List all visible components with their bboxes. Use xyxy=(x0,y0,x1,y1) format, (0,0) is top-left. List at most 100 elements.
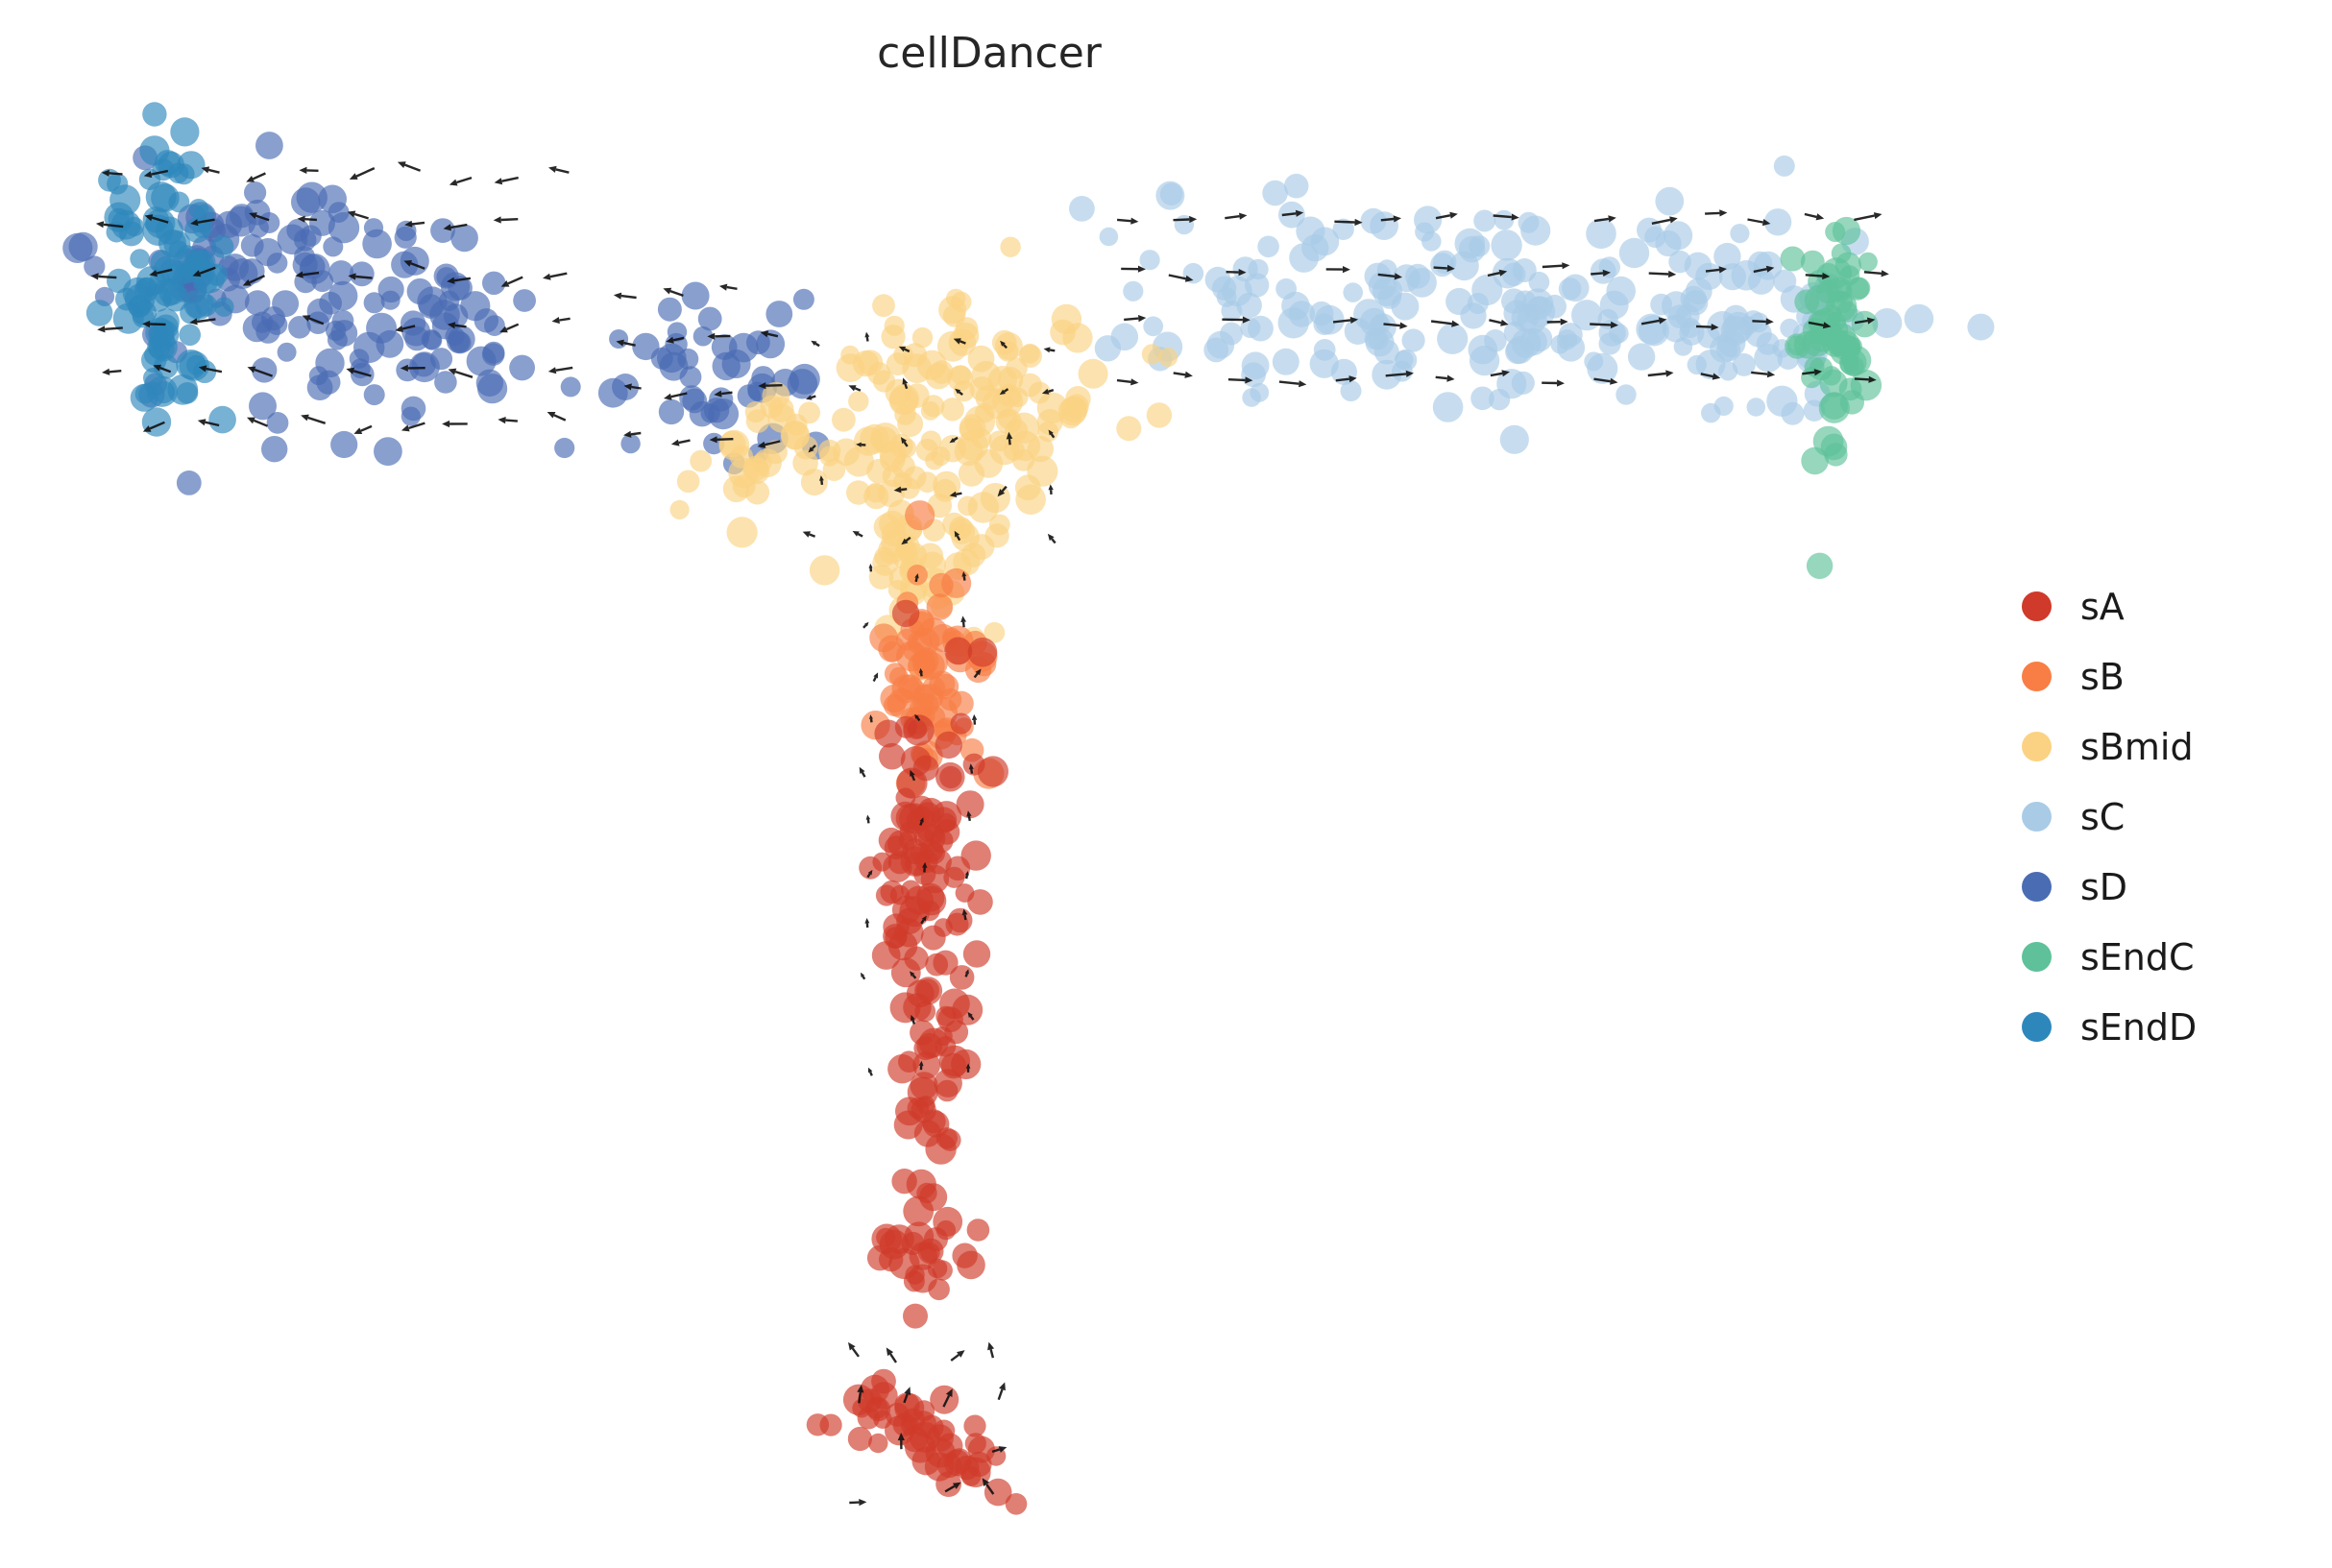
cell-point-sA xyxy=(859,856,883,880)
cell-point-sC xyxy=(1512,258,1537,282)
cell-point-sC xyxy=(1606,276,1636,306)
cell-point-sA xyxy=(868,1433,888,1454)
cell-point-sEndC xyxy=(1845,277,1870,301)
cell-point-sA xyxy=(907,719,928,739)
legend-label: sC xyxy=(2080,795,2126,838)
cell-point-sA xyxy=(911,1411,936,1437)
legend-swatch-sA xyxy=(2022,591,2052,621)
cell-point-sA xyxy=(898,1050,920,1073)
velocity-arrow xyxy=(400,364,425,372)
cell-point-sC xyxy=(1272,348,1300,375)
cell-point-sA xyxy=(951,1049,982,1079)
velocity-arrow xyxy=(949,436,959,444)
cell-point-sC xyxy=(1344,318,1372,345)
cell-point-sD xyxy=(244,290,271,316)
cell-point-sC xyxy=(1746,398,1766,417)
velocity-arrow xyxy=(1168,274,1194,282)
cell-point-sBmid xyxy=(866,458,891,484)
cell-point-sD xyxy=(277,342,297,362)
velocity-arrow xyxy=(886,1347,897,1363)
legend-label: sA xyxy=(2080,585,2125,628)
cell-point-sD xyxy=(306,374,333,400)
cell-point-sD xyxy=(327,329,348,350)
cell-point-sEndC xyxy=(1826,277,1853,303)
velocity-arrow xyxy=(707,332,731,340)
cell-point-sBmid xyxy=(726,517,758,548)
cell-point-sD xyxy=(430,218,455,244)
cell-point-sC xyxy=(1644,226,1666,249)
legend-item-sBmid: sBmid xyxy=(2022,712,2197,782)
velocity-arrow xyxy=(448,368,474,378)
cell-point-sC xyxy=(1332,218,1354,240)
velocity-arrow xyxy=(1173,215,1198,224)
velocity-arrow xyxy=(859,766,866,778)
cell-point-sBmid xyxy=(1060,396,1088,423)
velocity-arrow xyxy=(1380,215,1401,223)
velocity-arrow xyxy=(403,260,425,270)
cell-point-sC xyxy=(1571,300,1603,331)
velocity-arrow xyxy=(1546,318,1568,326)
cell-point-sBmid xyxy=(1020,343,1040,364)
cell-point-sA xyxy=(967,889,993,915)
cell-point-sEndC xyxy=(1824,443,1848,467)
cell-point-sBmid xyxy=(949,516,973,540)
velocity-arrow xyxy=(247,417,268,427)
velocity-arrows-layer xyxy=(90,161,1889,1507)
cell-point-sA xyxy=(876,1227,896,1247)
velocity-arrow xyxy=(987,1341,995,1359)
velocity-arrow xyxy=(910,971,917,979)
velocity-arrow xyxy=(1435,374,1455,382)
cell-point-sA xyxy=(944,637,973,665)
cell-point-sD xyxy=(657,343,687,374)
velocity-arrow xyxy=(395,325,416,332)
cell-point-sD xyxy=(374,437,402,466)
cell-point-sA xyxy=(906,979,935,1008)
velocity-arrow xyxy=(1751,371,1776,378)
cell-point-sEndC xyxy=(1851,310,1879,338)
cell-point-sEndD xyxy=(85,300,113,326)
velocity-arrow xyxy=(102,368,122,375)
cell-point-sD xyxy=(323,236,344,257)
cell-point-sBmid xyxy=(984,523,1009,548)
cell-point-sBmid xyxy=(1036,392,1069,423)
velocity-arrow xyxy=(910,769,916,782)
cell-point-sC xyxy=(1763,208,1792,236)
cell-point-sD xyxy=(258,212,280,233)
cell-point-sC xyxy=(1720,315,1751,346)
velocity-arrow xyxy=(1542,262,1570,270)
cell-point-sD xyxy=(255,132,283,159)
cell-point-sA xyxy=(966,1218,990,1242)
velocity-arrow xyxy=(90,273,117,280)
cell-point-sBmid xyxy=(1051,303,1082,335)
velocity-arrow xyxy=(1278,380,1307,388)
velocity-arrow xyxy=(499,323,520,333)
velocity-arrow xyxy=(1048,484,1054,495)
velocity-arrow xyxy=(201,166,220,174)
cell-point-sEndC xyxy=(1826,330,1853,357)
velocity-arrow xyxy=(1043,347,1056,353)
cell-point-sEndD xyxy=(141,407,172,437)
velocity-arrow xyxy=(1804,212,1825,221)
cell-point-sBmid xyxy=(878,537,906,565)
velocity-arrow xyxy=(950,1350,965,1362)
velocity-arrow xyxy=(1854,317,1876,325)
cell-point-sB xyxy=(916,684,944,711)
velocity-arrow xyxy=(1542,379,1565,387)
cell-point-sA xyxy=(960,840,991,871)
cell-point-sD xyxy=(746,330,770,355)
legend-item-sC: sC xyxy=(2022,782,2197,852)
velocity-arrow xyxy=(999,388,1009,396)
cell-point-sC xyxy=(1781,401,1805,425)
cell-point-sC xyxy=(1558,323,1583,348)
velocity-arrow xyxy=(857,1385,864,1404)
cell-point-sBmid xyxy=(843,446,874,477)
cell-point-sA xyxy=(924,824,945,844)
cell-point-sC xyxy=(1967,313,1995,341)
velocity-arrow xyxy=(1121,265,1146,273)
velocity-arrow xyxy=(918,1060,924,1071)
cell-point-sBmid xyxy=(690,449,713,472)
cell-point-sA xyxy=(935,1079,959,1102)
cell-point-sC xyxy=(1432,392,1464,422)
cell-point-sC xyxy=(1392,360,1413,382)
velocity-arrow xyxy=(1805,272,1831,280)
